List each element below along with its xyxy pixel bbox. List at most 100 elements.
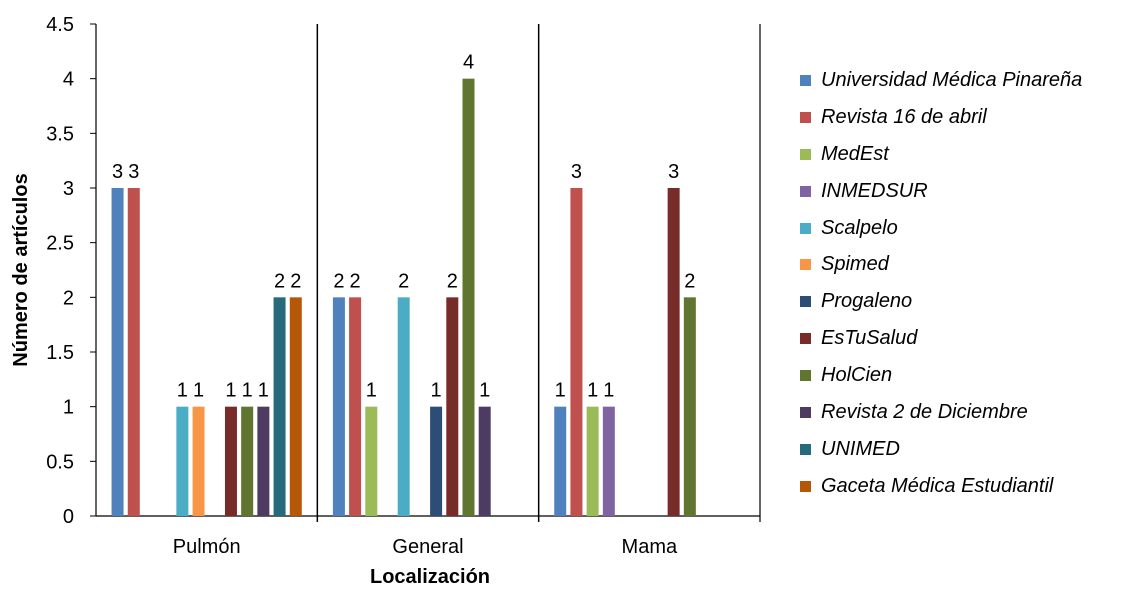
legend-item: HolCien [800,357,1140,394]
data-label: 1 [366,380,377,402]
data-label: 1 [603,380,614,402]
y-axis-label: Número de artículos [10,173,32,366]
legend-item: Revista 2 de Diciembre [800,394,1140,431]
bar [430,406,443,516]
y-tick-label: 2.5 [46,233,74,255]
data-label: 4 [463,52,474,74]
legend-swatch [800,443,811,455]
bar [241,406,254,516]
legend-item: Gaceta Médica Estudiantil [800,468,1140,505]
legend-label: UNIMED [821,437,900,460]
legend-swatch [800,296,811,308]
bar [478,406,491,516]
y-tick-label: 1.5 [46,342,74,364]
bar [257,406,270,516]
data-label: 1 [258,380,269,402]
bar [586,406,599,516]
legend-item: Universidad Médica Pinareña [800,62,1140,99]
data-label: 3 [112,161,123,183]
data-label: 1 [177,380,188,402]
data-label: 1 [587,380,598,402]
legend-label: Gaceta Médica Estudiantil [821,474,1054,497]
legend-swatch [800,480,811,492]
bar [111,188,124,516]
y-tick-label: 3 [63,178,74,200]
legend-label: Revista 2 de Diciembre [821,400,1028,423]
bar [332,297,345,516]
data-label: 2 [274,270,285,292]
data-label: 2 [398,270,409,292]
y-tick-label: 0 [63,506,74,528]
bar [602,406,615,516]
legend-item: UNIMED [800,431,1140,468]
y-tick-label: 1 [63,397,74,419]
y-tick-label: 3.5 [46,123,74,145]
y-tick-label: 4 [63,69,74,91]
x-tick-label: Pulmón [173,536,241,558]
legend-label: Scalpelo [821,216,898,239]
bar [349,297,362,516]
y-tick-label: 0.5 [46,451,74,473]
bar [273,297,286,516]
legend-swatch [800,111,811,123]
legend-label: Progaleno [821,290,913,313]
x-tick-label: General [392,536,463,558]
legend-label: Spimed [821,253,889,276]
legend-label: Universidad Médica Pinareña [821,68,1083,91]
y-tick-label: 4.5 [46,14,74,36]
bar [667,188,680,516]
legend-swatch [800,370,811,382]
data-label: 2 [447,270,458,292]
chart-bars [111,78,696,517]
legend-swatch [800,333,811,345]
data-label: 1 [431,380,442,402]
bar [462,78,475,517]
data-label: 1 [555,380,566,402]
y-tick-label: 2 [63,287,74,309]
bar [446,297,459,516]
chart-legend: Universidad Médica Pinareña Revista 16 de… [800,62,1140,505]
data-label: 3 [668,161,679,183]
bar [683,297,696,516]
legend-label: EsTuSalud [821,327,918,350]
data-label: 2 [684,270,695,292]
legend-label: INMEDSUR [821,179,928,202]
data-label: 1 [225,380,236,402]
data-label: 2 [290,270,301,292]
bar [127,188,140,516]
legend-item: MedEst [800,136,1140,173]
data-label: 1 [193,380,204,402]
legend-label: Revista 16 de abril [821,105,987,128]
bar [289,297,302,516]
legend-swatch [800,406,811,418]
data-label: 3 [128,161,139,183]
legend-swatch [800,259,811,271]
x-axis-label: Localización [370,566,490,588]
legend-item: Revista 16 de abril [800,99,1140,136]
legend-label: MedEst [821,142,889,165]
legend-swatch [800,148,811,160]
chart-axes: 0 0.5 1 1.5 2 2.5 3 3.5 4 4.5 Pulmón General Mama [46,14,761,558]
bar [176,406,189,516]
legend-swatch [800,74,811,86]
data-label: 1 [242,380,253,402]
x-tick-label: Mama [622,536,678,558]
legend-label: HolCien [821,364,893,387]
bar [192,406,205,516]
bar [570,188,583,516]
data-label: 2 [350,270,361,292]
data-label: 3 [571,161,582,183]
legend-item: EsTuSalud [800,320,1140,357]
legend-swatch [800,185,811,197]
legend-item: INMEDSUR [800,173,1140,210]
legend-item: Spimed [800,246,1140,283]
bar [365,406,378,516]
legend-swatch [800,222,811,234]
bar [224,406,237,516]
legend-item: Progaleno [800,283,1140,320]
bar [397,297,410,516]
data-label: 1 [479,380,490,402]
bar [554,406,567,516]
